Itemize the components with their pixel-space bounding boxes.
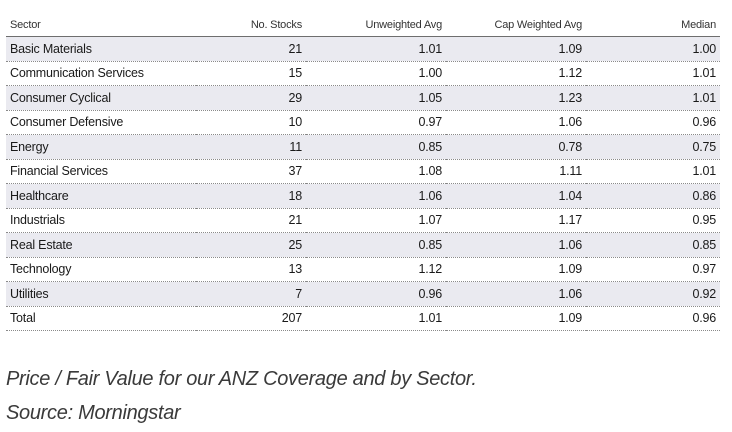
- cell-unweighted-avg: 1.08: [306, 159, 446, 184]
- cell-unweighted-avg: 1.05: [306, 85, 446, 111]
- header-sector: Sector: [6, 14, 196, 37]
- cell-no-stocks: 37: [196, 159, 306, 184]
- cell-unweighted-avg: 1.12: [306, 257, 446, 282]
- cell-unweighted-avg: 0.97: [306, 110, 446, 135]
- cell-no-stocks: 11: [196, 134, 306, 160]
- caption-title: Price / Fair Value for our ANZ Coverage …: [6, 368, 477, 390]
- cell-no-stocks: 7: [196, 281, 306, 307]
- cell-cap-weighted-avg: 1.09: [446, 36, 586, 62]
- cell-no-stocks: 18: [196, 183, 306, 209]
- cell-no-stocks: 10: [196, 110, 306, 135]
- cell-median: 0.96: [586, 306, 720, 331]
- cell-unweighted-avg: 1.06: [306, 183, 446, 209]
- cell-cap-weighted-avg: 1.06: [446, 232, 586, 258]
- cell-median: 1.01: [586, 159, 720, 184]
- cell-median: 0.95: [586, 208, 720, 233]
- table-row: Consumer Defensive 10 0.97 1.06 0.96: [6, 110, 720, 135]
- cell-unweighted-avg: 1.01: [306, 36, 446, 62]
- cell-cap-weighted-avg: 1.04: [446, 183, 586, 209]
- header-no-stocks: No. Stocks: [196, 14, 306, 37]
- cell-median: 0.75: [586, 134, 720, 160]
- header-median: Median: [586, 14, 720, 37]
- table-body: Basic Materials 21 1.01 1.09 1.00 Commun…: [6, 36, 720, 331]
- table-row: Basic Materials 21 1.01 1.09 1.00: [6, 36, 720, 62]
- table-row-total: Total 207 1.01 1.09 0.96: [6, 306, 720, 331]
- cell-unweighted-avg: 1.01: [306, 306, 446, 331]
- table-row: Financial Services 37 1.08 1.11 1.01: [6, 159, 720, 184]
- cell-unweighted-avg: 1.07: [306, 208, 446, 233]
- cell-cap-weighted-avg: 1.06: [446, 281, 586, 307]
- cell-sector: Industrials: [6, 208, 196, 233]
- cell-sector: Technology: [6, 257, 196, 282]
- cell-sector: Utilities: [6, 281, 196, 307]
- cell-cap-weighted-avg: 1.12: [446, 61, 586, 86]
- cell-no-stocks: 21: [196, 36, 306, 62]
- cell-sector: Basic Materials: [6, 36, 196, 62]
- cell-no-stocks: 13: [196, 257, 306, 282]
- cell-unweighted-avg: 0.85: [306, 232, 446, 258]
- table-row: Real Estate 25 0.85 1.06 0.85: [6, 232, 720, 258]
- cell-cap-weighted-avg: 1.17: [446, 208, 586, 233]
- sector-valuation-table-container: Sector No. Stocks Unweighted Avg Cap Wei…: [6, 14, 720, 331]
- table-row: Industrials 21 1.07 1.17 0.95: [6, 208, 720, 233]
- cell-sector: Financial Services: [6, 159, 196, 184]
- cell-cap-weighted-avg: 1.09: [446, 306, 586, 331]
- header-cap-weighted-avg: Cap Weighted Avg: [446, 14, 586, 37]
- cell-median: 0.96: [586, 110, 720, 135]
- cell-sector: Healthcare: [6, 183, 196, 209]
- cell-no-stocks: 21: [196, 208, 306, 233]
- cell-sector: Communication Services: [6, 61, 196, 86]
- caption-source: Source: Morningstar: [6, 402, 181, 424]
- sector-valuation-table: Sector No. Stocks Unweighted Avg Cap Wei…: [6, 14, 720, 331]
- table-row: Healthcare 18 1.06 1.04 0.86: [6, 183, 720, 209]
- table-row: Technology 13 1.12 1.09 0.97: [6, 257, 720, 282]
- table-row: Energy 11 0.85 0.78 0.75: [6, 134, 720, 160]
- cell-no-stocks: 29: [196, 85, 306, 111]
- cell-cap-weighted-avg: 0.78: [446, 134, 586, 160]
- cell-sector: Energy: [6, 134, 196, 160]
- cell-sector: Real Estate: [6, 232, 196, 258]
- header-unweighted-avg: Unweighted Avg: [306, 14, 446, 37]
- cell-median: 1.01: [586, 85, 720, 111]
- cell-unweighted-avg: 0.85: [306, 134, 446, 160]
- cell-cap-weighted-avg: 1.09: [446, 257, 586, 282]
- cell-sector: Total: [6, 306, 196, 331]
- table-row: Consumer Cyclical 29 1.05 1.23 1.01: [6, 85, 720, 111]
- cell-cap-weighted-avg: 1.23: [446, 85, 586, 111]
- cell-unweighted-avg: 0.96: [306, 281, 446, 307]
- cell-sector: Consumer Cyclical: [6, 85, 196, 111]
- cell-cap-weighted-avg: 1.06: [446, 110, 586, 135]
- cell-sector: Consumer Defensive: [6, 110, 196, 135]
- header-row: Sector No. Stocks Unweighted Avg Cap Wei…: [6, 14, 720, 37]
- cell-median: 0.85: [586, 232, 720, 258]
- cell-unweighted-avg: 1.00: [306, 61, 446, 86]
- cell-no-stocks: 207: [196, 306, 306, 331]
- table-header: Sector No. Stocks Unweighted Avg Cap Wei…: [6, 14, 720, 37]
- cell-median: 1.00: [586, 36, 720, 62]
- table-row: Utilities 7 0.96 1.06 0.92: [6, 281, 720, 307]
- cell-cap-weighted-avg: 1.11: [446, 159, 586, 184]
- cell-no-stocks: 25: [196, 232, 306, 258]
- cell-median: 0.92: [586, 281, 720, 307]
- cell-no-stocks: 15: [196, 61, 306, 86]
- cell-median: 1.01: [586, 61, 720, 86]
- table-row: Communication Services 15 1.00 1.12 1.01: [6, 61, 720, 86]
- cell-median: 0.97: [586, 257, 720, 282]
- cell-median: 0.86: [586, 183, 720, 209]
